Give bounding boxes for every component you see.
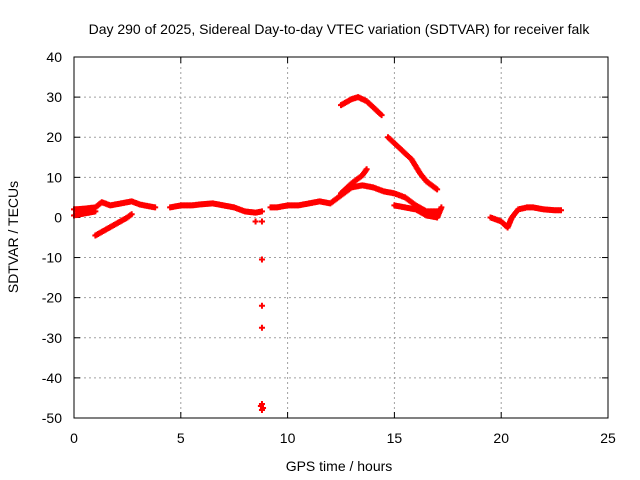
y-tick-label: -40 [42, 370, 62, 386]
data-point [258, 208, 265, 215]
y-tick-label: -20 [42, 290, 62, 306]
data-point [558, 207, 565, 214]
data-point [378, 112, 385, 119]
data-point [92, 208, 99, 215]
data-point [152, 204, 159, 211]
data-point [258, 302, 265, 309]
y-axis-label: SDTVAR / TECUs [5, 181, 21, 293]
data-point [258, 324, 265, 331]
y-tick-label: 40 [46, 49, 62, 65]
data-point [363, 166, 370, 173]
grid-layer [74, 57, 608, 418]
chart-title: Day 290 of 2025, Sidereal Day-to-day VTE… [89, 21, 591, 37]
y-tick-label: 30 [46, 89, 62, 105]
y-tick-label: -30 [42, 330, 62, 346]
data-point [258, 218, 265, 225]
data-point [438, 204, 445, 211]
data-point [260, 404, 267, 411]
x-tick-label: 5 [177, 430, 185, 446]
x-tick-label: 10 [280, 430, 296, 446]
x-tick-label: 15 [387, 430, 403, 446]
data-points-layer [71, 94, 565, 413]
y-tick-label: -10 [42, 250, 62, 266]
data-point [258, 256, 265, 263]
plot-frame [73, 56, 609, 419]
axis-ticks-layer: 0 5 10 15 20 25 -50 -40 -30 -20 -10 0 10 20 30 40 [42, 49, 616, 446]
x-tick-label: 0 [70, 430, 78, 446]
x-axis-label: GPS time / hours [286, 458, 393, 474]
y-tick-label: -50 [42, 410, 62, 426]
x-tick-label: 25 [600, 430, 616, 446]
x-tick-label: 20 [493, 430, 509, 446]
data-point [434, 186, 441, 193]
y-tick-label: 20 [46, 129, 62, 145]
y-tick-label: 0 [54, 209, 62, 225]
y-tick-label: 10 [46, 169, 62, 185]
data-point [252, 218, 259, 225]
data-point [128, 211, 135, 218]
